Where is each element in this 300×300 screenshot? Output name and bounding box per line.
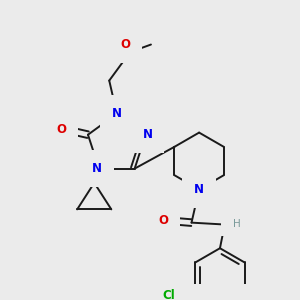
Text: O: O [120, 38, 130, 51]
Text: O: O [158, 214, 168, 227]
Text: N: N [194, 183, 204, 196]
Text: Cl: Cl [162, 289, 175, 300]
Text: N: N [92, 162, 102, 175]
Text: H: H [233, 219, 241, 229]
Text: N: N [142, 128, 153, 141]
Text: N: N [112, 107, 122, 120]
Text: N: N [226, 217, 237, 230]
Text: O: O [56, 124, 66, 136]
